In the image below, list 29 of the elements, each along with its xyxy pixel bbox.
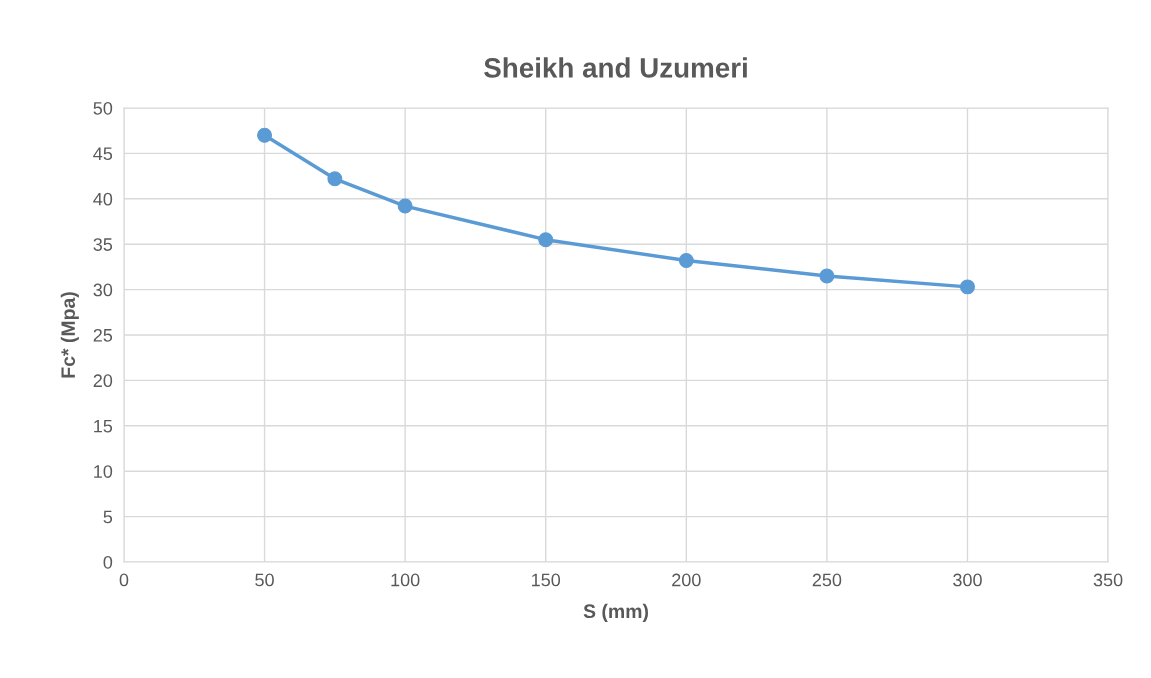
- x-tick-label: 200: [672, 573, 701, 587]
- y-axis-title: Fc* (Mpa): [60, 292, 79, 378]
- point: [678, 253, 694, 269]
- x-tick-label: 100: [391, 573, 420, 587]
- x-tick-label: 350: [1093, 573, 1123, 587]
- y-tick-label: 35: [93, 238, 113, 251]
- point: [960, 279, 975, 295]
- point: [819, 268, 835, 284]
- y-tick-label: 25: [93, 328, 113, 342]
- point: [327, 171, 343, 187]
- y-tick-label: 0: [103, 555, 113, 569]
- point: [397, 198, 413, 214]
- y-tick-label: 10: [94, 465, 113, 478]
- y-tick-label: 45: [93, 147, 113, 161]
- point: [538, 232, 554, 248]
- y-tick-label: 15: [94, 419, 113, 433]
- y-tick-label: 5: [103, 510, 113, 524]
- x-tick-label: 50: [255, 573, 274, 587]
- x-tick-label: 250: [812, 573, 842, 587]
- y-tick-label: 20: [93, 374, 113, 388]
- y-tick-label: 40: [93, 192, 113, 206]
- x-axis-title: S (mm): [583, 603, 648, 622]
- x-tick-label: 0: [119, 573, 129, 587]
- chart-title: Sheikh and Uzumeri: [484, 57, 747, 78]
- y-tick-label: 50: [93, 101, 113, 115]
- x-tick-label: 300: [953, 573, 982, 587]
- point: [257, 127, 273, 143]
- x-tick-label: 150: [532, 573, 561, 587]
- y-tick-label: 30: [93, 283, 113, 297]
